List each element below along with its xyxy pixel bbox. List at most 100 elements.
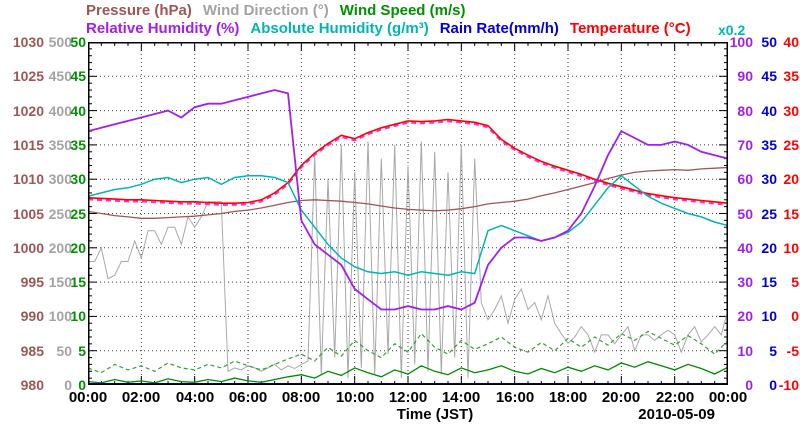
tick-label-wind-speed: 40 [70,103,86,119]
tick-label-wind-direction: 250 [48,206,72,222]
tick-label-pressure: 1020 [12,103,44,119]
legend-item-pressure: Pressure (hPa) [86,2,192,19]
plot-border [88,42,728,385]
tick-label-relative-humidity: 20 [737,308,753,324]
tick-label-wind-speed: 35 [70,137,86,153]
tick-label-relative-humidity: 90 [737,68,753,84]
tick-label-wind-direction: 150 [48,274,72,290]
tick-label-wind-direction: 450 [48,68,72,84]
axis-column-pressure: 1030 1025 1020 1015 1010 1005 1000 995 990 985 980 [4,0,44,434]
tick-label-rain-rate: 15 [761,274,777,290]
tick-label-wind-speed: 0 [78,377,86,393]
x-tick-label: 20:00 [601,389,641,406]
tick-label-pressure: 1005 [12,206,44,222]
x-tick-label: 06:00 [228,389,268,406]
axis-column-wind-speed: 50 45 40 35 30 25 20 15 10 5 0 [64,0,86,434]
axis-column-wind-direction: 500 450 400 350 300 250 200 150 100 50 0 [46,0,72,434]
axis-column-temperature: 40 35 30 25 20 15 10 5 0 -5 -10 [772,0,799,434]
plot-area [87,42,729,385]
tick-label-relative-humidity: 60 [737,171,753,187]
legend-row-2: Relative Humidity (%) Absolute Humidity (… [86,20,702,37]
series-wind_direction [88,141,729,379]
series-temperature [87,118,729,204]
tick-label-wind-direction: 0 [64,377,72,393]
axis-column-rain-rate: 50 45 40 35 30 25 20 15 10 5 0 [755,0,777,434]
tick-label-pressure: 1015 [12,137,44,153]
axis-column-relative-humidity: 100 90 80 70 60 50 40 30 20 10 0 [723,0,753,434]
tick-label-temperature: 20 [783,171,799,187]
tick-label-temperature: 30 [783,103,799,119]
x-tick-label: 10:00 [335,389,375,406]
tick-label-wind-direction: 200 [48,240,72,256]
tick-label-pressure: 980 [20,377,44,393]
tick-label-wind-direction: 300 [48,171,72,187]
tick-label-temperature: 0 [791,308,799,324]
tick-label-pressure: 1030 [12,34,44,50]
series-wind_speed_gust [87,330,729,374]
chart-canvas [87,42,729,385]
tick-label-rain-rate: 50 [761,34,777,50]
tick-label-pressure: 1025 [12,68,44,84]
tick-label-pressure: 995 [20,274,44,290]
series-absolute_humidity [87,174,729,276]
tick-label-relative-humidity: 80 [737,103,753,119]
tick-label-rain-rate: 35 [761,137,777,153]
tick-label-wind-speed: 25 [70,206,86,222]
series-relative_humidity [87,89,729,311]
tick-label-rain-rate: 25 [761,206,777,222]
date-label: 2010-05-09 [638,406,715,423]
tick-label-temperature: 5 [791,274,799,290]
x-tick-label: 04:00 [175,389,215,406]
tick-label-wind-speed: 20 [70,240,86,256]
x-tick-label: 18:00 [548,389,588,406]
legend-item-temperature: Temperature (°C) [569,20,691,37]
tick-label-rain-rate: 20 [761,240,777,256]
tick-label-rain-rate: 30 [761,171,777,187]
tick-label-relative-humidity: 50 [737,206,753,222]
tick-label-relative-humidity: 30 [737,274,753,290]
x-axis-tick-labels: 00:00 02:00 04:00 06:00 08:00 10:00 12:00 14:00… [0,389,800,407]
x-tick-label: 00:00 [68,389,108,406]
tick-label-rain-rate: 0 [769,377,777,393]
tick-label-rain-rate: 5 [769,343,777,359]
tick-label-relative-humidity: 10 [737,343,753,359]
tick-label-wind-speed: 50 [70,34,86,50]
tick-label-temperature: 40 [783,34,799,50]
x-tick-label: 02:00 [121,389,161,406]
series-temperature_b [87,120,729,206]
tick-label-temperature: -10 [778,377,799,393]
x-tick-label: 22:00 [655,389,695,406]
tick-label-wind-direction: 100 [48,308,72,324]
x-tick-label: 08:00 [281,389,321,406]
tick-label-wind-direction: 500 [48,34,72,50]
tick-label-pressure: 1000 [12,240,44,256]
tick-label-relative-humidity: 40 [737,240,753,256]
x-tick-label: 00:00 [708,389,748,406]
legend-item-relative-humidity: Relative Humidity (%) [86,20,240,37]
tick-label-pressure: 990 [20,308,44,324]
tick-label-temperature: 10 [783,240,799,256]
tick-label-relative-humidity: 70 [737,137,753,153]
tick-label-temperature: 35 [783,68,799,84]
tick-label-temperature: 25 [783,137,799,153]
legend-item-wind-direction: Wind Direction (°) [202,2,329,19]
tick-label-rain-rate: 45 [761,68,777,84]
tick-label-wind-direction: 400 [48,103,72,119]
tick-label-wind-speed: 45 [70,68,86,84]
tick-label-rain-rate: 40 [761,103,777,119]
tick-label-wind-speed: 10 [70,308,86,324]
tick-label-pressure: 1010 [12,171,44,187]
legend-row-1: Pressure (hPa) Wind Direction (°) Wind Spe… [86,2,476,19]
tick-label-rain-rate: 10 [761,308,777,324]
tick-label-wind-direction: 50 [56,343,72,359]
series-wind_speed [87,361,729,384]
absolute-humidity-multiplier-label: x0.2 [718,22,746,38]
tick-label-wind-speed: 5 [78,343,86,359]
x-axis-title: Time (JST) [396,406,474,423]
tick-label-temperature: -5 [786,343,799,359]
legend-item-rain-rate: Rain Rate(mm/h) [439,20,559,37]
legend-item-wind-speed: Wind Speed (m/s) [339,2,466,19]
legend-item-absolute-humidity: Absolute Humidity (g/m³) [250,20,429,37]
tick-label-relative-humidity: 100 [729,34,753,50]
